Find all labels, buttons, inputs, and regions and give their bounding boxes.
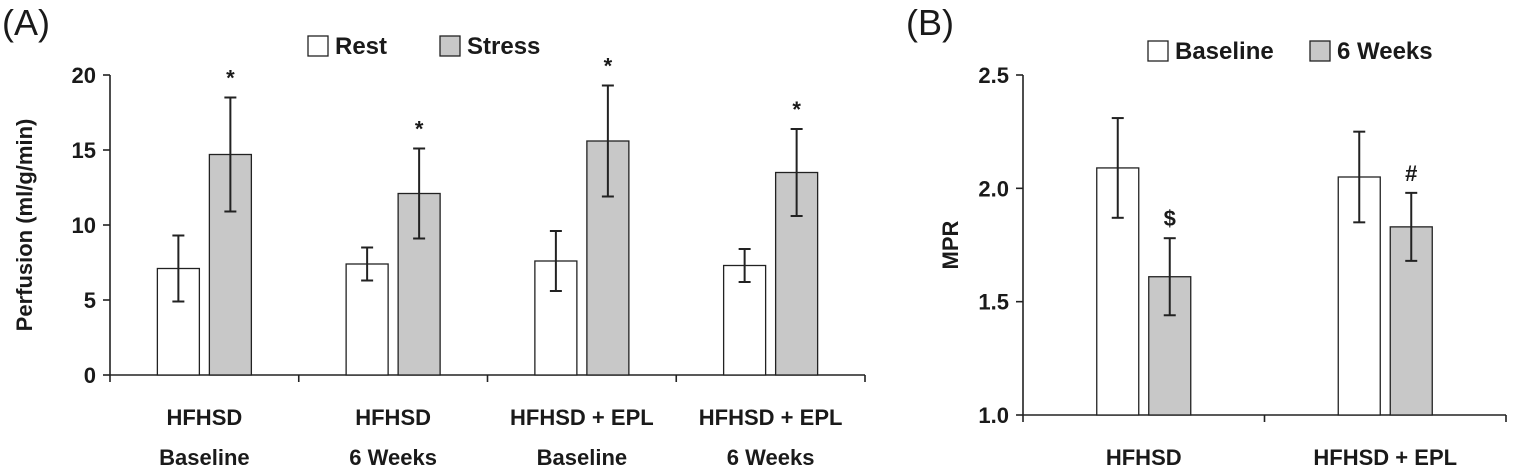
y-tick-label: 10	[72, 213, 96, 238]
x-category-label: HFHSD + EPL	[1313, 445, 1457, 470]
legend-label: Baseline	[1175, 38, 1274, 65]
significance-marker: *	[604, 54, 613, 79]
x-category-label: HFHSD	[1106, 445, 1182, 470]
chart-a: 0 5 10 15 20 Perfusion (ml/g/min) HFHSD Baselin…	[12, 33, 866, 470]
legend-swatch-rest	[307, 35, 329, 57]
x-category-label: HFHSD	[166, 405, 242, 430]
y-tick-label: 15	[72, 138, 96, 163]
x-category-label-line2: 6 Weeks	[349, 445, 437, 470]
chart-b: 1.0 1.5 2.0 2.5 MPR HFHSD $ HFHSD + EPL # Baselin…	[938, 38, 1507, 470]
panel-label-a: (A)	[2, 2, 50, 43]
bar-rest	[722, 264, 767, 376]
x-category-label: HFHSD + EPL	[699, 405, 843, 430]
y-tick-label: 2.0	[978, 176, 1009, 201]
x-category-label-line2: Baseline	[159, 445, 250, 470]
x-category-label: HFHSD	[355, 405, 431, 430]
panel-label-b: (B)	[906, 2, 954, 43]
legend-label: Rest	[335, 33, 387, 60]
significance-marker: #	[1405, 161, 1417, 186]
legend-swatch-baseline	[1147, 40, 1169, 62]
y-tick-label: 5	[84, 288, 96, 313]
legend-label: 6 Weeks	[1337, 38, 1433, 65]
significance-marker: *	[792, 97, 801, 122]
x-category-label: HFHSD + EPL	[510, 405, 654, 430]
x-category-label-line2: Baseline	[537, 445, 628, 470]
y-tick-label: 1.5	[978, 290, 1009, 315]
significance-marker: $	[1164, 206, 1176, 231]
y-tick-label: 2.5	[978, 63, 1009, 88]
significance-marker: *	[226, 66, 235, 91]
y-axis-label: MPR	[938, 220, 963, 269]
legend-swatch-stress	[439, 35, 461, 57]
y-tick-label: 0	[84, 363, 96, 388]
bar-stress	[774, 171, 819, 376]
x-category-label-line2: 6 Weeks	[727, 445, 815, 470]
y-axis-label: Perfusion (ml/g/min)	[12, 119, 37, 332]
y-tick-label: 1.0	[978, 403, 1009, 428]
y-tick-label: 20	[72, 63, 96, 88]
legend-swatch-6-weeks	[1309, 40, 1331, 62]
legend-label: Stress	[467, 33, 540, 60]
significance-marker: *	[415, 117, 424, 142]
